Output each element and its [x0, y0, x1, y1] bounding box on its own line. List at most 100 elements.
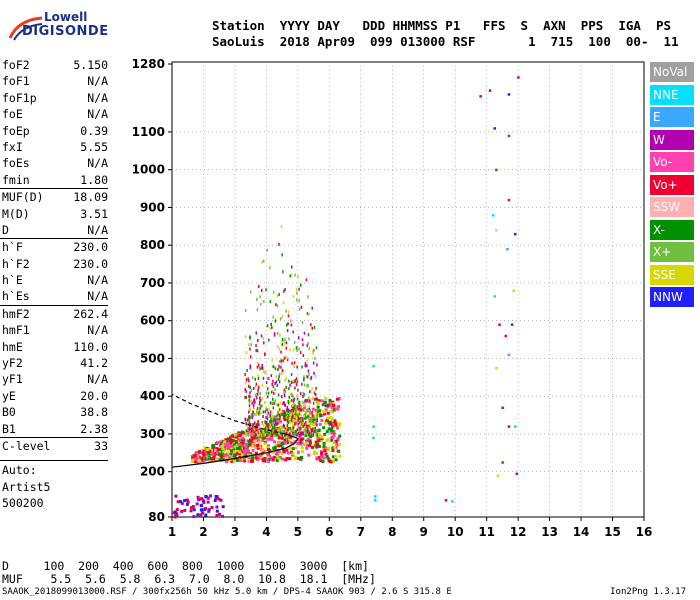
echo-point: [327, 448, 331, 452]
echo-point: [296, 424, 299, 428]
echo-point: [273, 333, 276, 337]
x-tick-label: 14: [573, 525, 590, 539]
header-labels: Station YYYY DAY DDD HHMMSS P1 FFS S AXN…: [212, 18, 672, 33]
echo-point: [327, 427, 331, 431]
echo-point: [244, 442, 248, 446]
echo-point: [296, 450, 300, 454]
echo-point: [315, 409, 319, 413]
echo-point: [291, 433, 294, 437]
echo-point: [269, 419, 273, 423]
autoscale-program: Artist5: [2, 479, 51, 494]
echo-point: [282, 270, 284, 274]
echo-point: [283, 417, 287, 421]
echo-point: [305, 446, 309, 450]
echo-point: [338, 442, 342, 446]
echo-point: [262, 376, 265, 380]
param-value: N/A: [87, 74, 108, 89]
echo-point: [220, 444, 224, 448]
param-row: hmF2 262.4: [0, 304, 108, 322]
echo-point: [246, 439, 250, 443]
echo-point: [185, 498, 189, 502]
echo-point: [262, 259, 265, 263]
echo-point: [495, 229, 498, 232]
echo-point: [246, 368, 248, 372]
echo-point: [236, 432, 240, 436]
param-value: 33: [94, 438, 108, 453]
echo-point: [283, 401, 285, 405]
echo-point: [296, 291, 298, 295]
echo-point: [264, 371, 267, 375]
echo-point: [512, 289, 515, 292]
echo-point: [253, 398, 256, 402]
echo-point: [278, 432, 280, 436]
echo-point: [306, 437, 310, 441]
echo-point: [334, 454, 338, 458]
echo-point: [318, 422, 322, 426]
x-tick-label: 8: [388, 525, 396, 539]
echo-point: [299, 351, 302, 355]
echo-point: [268, 407, 270, 411]
echo-point: [313, 415, 316, 419]
echo-point: [315, 456, 319, 460]
echo-point: [213, 499, 217, 503]
echo-point: [262, 423, 265, 427]
echo-point: [283, 394, 286, 398]
echo-point: [247, 384, 250, 388]
echo-point: [297, 422, 299, 426]
echo-point: [287, 310, 290, 314]
echo-point: [244, 390, 247, 394]
echo-point: [221, 505, 225, 509]
x-tick-label: 9: [420, 525, 428, 539]
echo-point: [266, 455, 270, 459]
echo-point: [281, 427, 283, 431]
echo-point: [291, 424, 295, 428]
echo-point: [318, 414, 322, 418]
echo-point: [314, 417, 318, 421]
x-tick-label: 4: [262, 525, 270, 539]
echo-point: [245, 350, 248, 354]
echo-point: [257, 444, 261, 448]
echo-point: [206, 496, 210, 500]
echo-point: [301, 365, 303, 369]
legend-entry: NNE: [650, 84, 694, 105]
echo-point: [202, 501, 206, 505]
echo-point: [266, 444, 270, 448]
echo-point: [336, 397, 340, 401]
echo-point: [297, 388, 299, 392]
echo-point: [271, 428, 273, 432]
echo-point: [296, 441, 300, 445]
echo-point: [264, 433, 266, 437]
echo-point: [285, 376, 287, 380]
echo-point: [303, 374, 305, 378]
echo-point: [331, 449, 335, 453]
echo-point: [257, 374, 259, 378]
echo-point: [257, 339, 259, 343]
echo-point: [298, 287, 300, 291]
echo-point: [315, 433, 318, 437]
echo-point: [313, 325, 316, 329]
echo-point: [249, 422, 252, 426]
param-name: h`Es: [2, 289, 30, 304]
echo-point: [255, 331, 257, 335]
echo-point: [286, 406, 289, 410]
echo-point: [312, 433, 315, 437]
echo-point: [274, 381, 276, 385]
echo-point: [220, 455, 224, 459]
echo-point: [322, 445, 326, 449]
param-row: fxI 5.55: [0, 139, 108, 155]
echo-point: [294, 446, 298, 450]
echo-point: [287, 416, 289, 420]
echo-point: [207, 508, 211, 512]
echo-point: [288, 438, 292, 442]
echo-point: [261, 448, 265, 452]
echo-point: [255, 382, 258, 386]
echo-point: [255, 429, 258, 433]
echo-point: [180, 509, 184, 513]
echo-point: [258, 284, 260, 288]
echo-point: [289, 420, 292, 424]
echo-point: [256, 446, 260, 450]
echo-point: [256, 409, 258, 413]
echo-point: [280, 428, 282, 432]
echo-point: [292, 330, 294, 334]
echo-point: [304, 399, 308, 403]
